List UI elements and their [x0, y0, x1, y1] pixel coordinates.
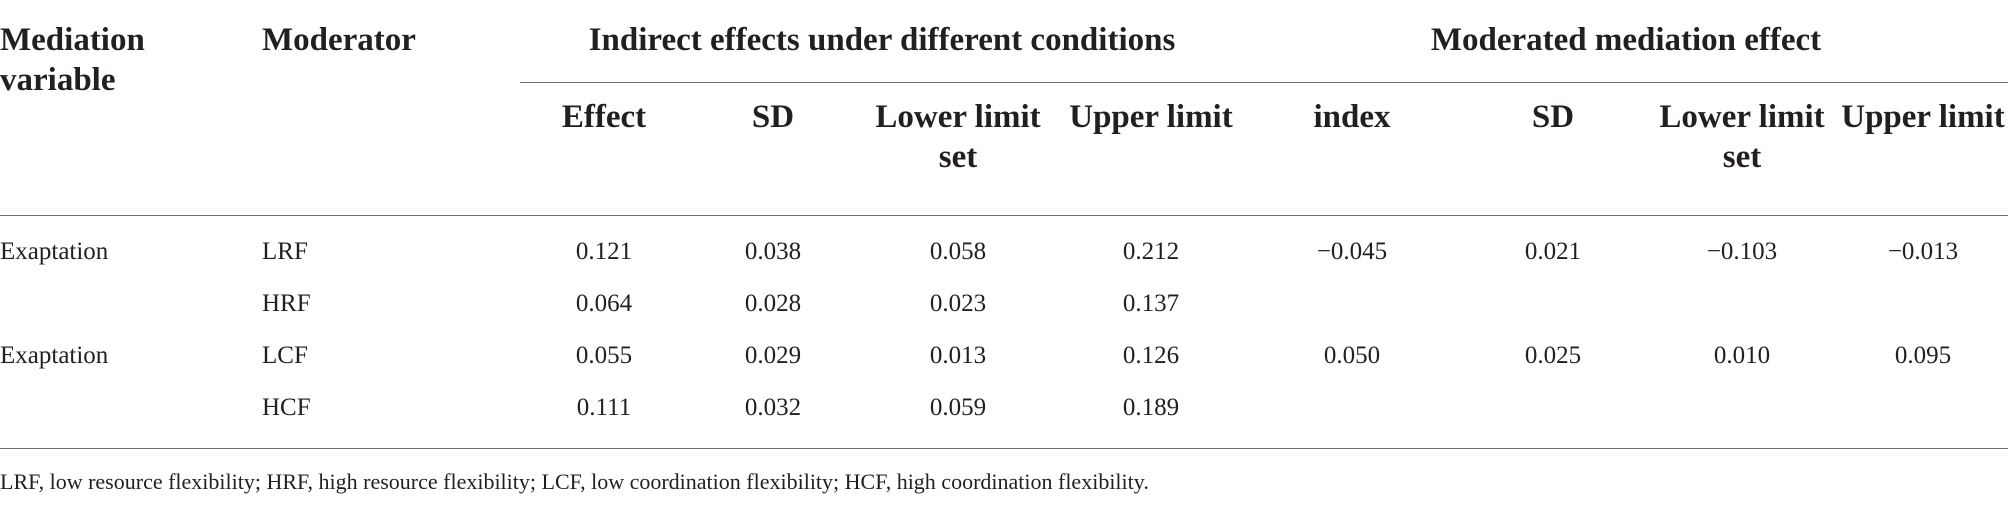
moderated-mediation-table: Mediation variable Moderator Indirect ef…: [0, 0, 2008, 449]
cell-mediation: Exaptation: [0, 238, 109, 265]
header-effect: Effect: [520, 82, 688, 216]
cell-lower: 0.023: [929, 290, 987, 317]
header-moderated-upper-limit: Upper limit: [1838, 82, 2008, 216]
cell-effect: 0.055: [575, 342, 633, 369]
cell-moderator: LCF: [262, 342, 308, 369]
cell-effect: 0.111: [520, 382, 688, 449]
cell-effect: 0.064: [575, 290, 633, 317]
cell-index: [1244, 382, 1460, 449]
header-index: index: [1244, 82, 1460, 216]
table-row: Exaptation LCF 0.055 0.029 0.013 0.126 0…: [0, 330, 2008, 382]
table-row: Exaptation LRF 0.121 0.038 0.058 0.212 −…: [0, 216, 2008, 279]
results-table-container: Mediation variable Moderator Indirect ef…: [0, 0, 2008, 449]
header-sd: SD: [688, 82, 858, 216]
cell-moderated-upper: [1838, 278, 2008, 330]
cell-moderated-upper: [1838, 382, 2008, 449]
cell-moderator: LRF: [262, 238, 308, 265]
header-moderated-lower-limit: Lower limit set: [1646, 82, 1838, 216]
table-row: HRF 0.064 0.028 0.023 0.137: [0, 278, 2008, 330]
cell-effect: 0.121: [575, 238, 633, 265]
cell-sd: 0.032: [688, 382, 858, 449]
cell-index: −0.045: [1316, 238, 1388, 265]
cell-upper: 0.212: [1122, 238, 1180, 265]
cell-upper: 0.126: [1122, 342, 1180, 369]
cell-sd: 0.038: [744, 238, 802, 265]
table-row: HCF 0.111 0.032 0.059 0.189: [0, 382, 2008, 449]
header-group-indirect-effects: Indirect effects under different conditi…: [520, 0, 1244, 83]
cell-moderated-sd: 0.021: [1524, 238, 1582, 265]
cell-index: 0.050: [1323, 342, 1381, 369]
header-row-columns: Effect SD Lower limit set Upper limit in…: [0, 82, 2008, 216]
cell-moderated-lower: −0.103: [1706, 238, 1778, 265]
cell-lower: 0.058: [929, 238, 987, 265]
header-group-moderated-mediation: Moderated mediation effect: [1244, 0, 2008, 83]
cell-mediation: Exaptation: [0, 342, 109, 369]
cell-moderated-lower: 0.010: [1713, 342, 1771, 369]
cell-moderated-upper: −0.013: [1887, 238, 1959, 265]
cell-moderator: HRF: [262, 290, 311, 317]
table-footnote: LRF, low resource flexibility; HRF, high…: [0, 469, 1149, 494]
cell-moderated-lower: [1646, 382, 1838, 449]
header-mediation-variable: Mediation variable: [0, 0, 262, 216]
cell-moderator: HCF: [262, 382, 520, 449]
cell-sd: 0.029: [744, 342, 802, 369]
cell-upper: 0.189: [1058, 382, 1244, 449]
cell-moderated-sd: [1460, 278, 1646, 330]
cell-lower: 0.013: [929, 342, 987, 369]
cell-upper: 0.137: [1122, 290, 1180, 317]
cell-mediation: [0, 382, 262, 449]
cell-moderated-lower: [1646, 278, 1838, 330]
cell-mediation: [0, 278, 262, 330]
header-row-groups: Mediation variable Moderator Indirect ef…: [0, 0, 2008, 216]
cell-moderated-sd: [1460, 382, 1646, 449]
header-moderator: Moderator: [262, 0, 520, 216]
header-lower-limit: Lower limit set: [858, 82, 1058, 216]
cell-moderated-upper: 0.095: [1894, 342, 1952, 369]
header-moderated-sd: SD: [1460, 82, 1646, 216]
header-upper-limit: Upper limit: [1058, 82, 1244, 216]
cell-lower: 0.059: [858, 382, 1058, 449]
cell-moderated-sd: 0.025: [1524, 342, 1582, 369]
cell-sd: 0.028: [744, 290, 802, 317]
cell-index: [1244, 278, 1460, 330]
